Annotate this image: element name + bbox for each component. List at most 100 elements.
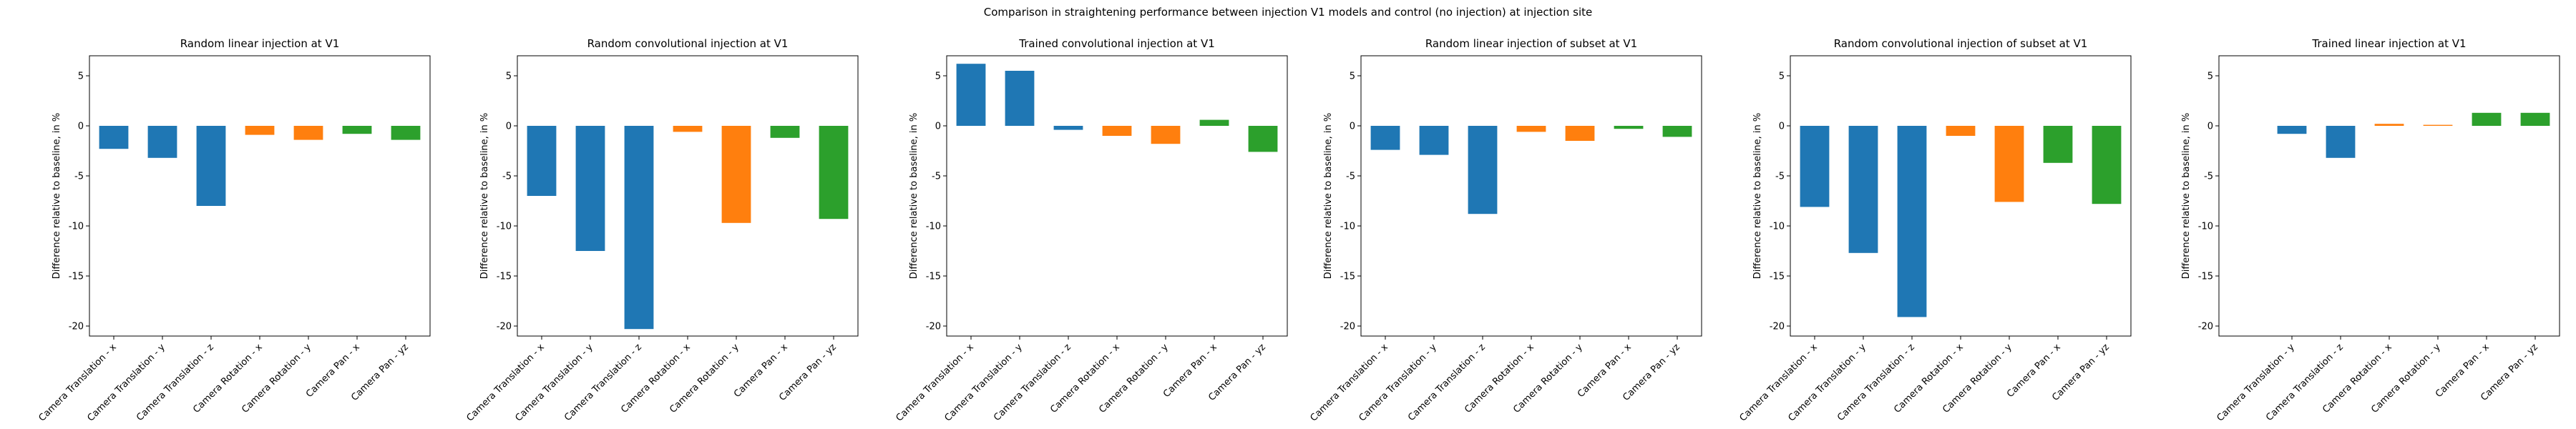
x-tick-label: Camera Translation - y	[943, 342, 1025, 424]
bar	[1848, 126, 1878, 253]
y-tick-label: -5	[502, 172, 512, 182]
bar	[527, 126, 557, 196]
bar	[1102, 126, 1132, 136]
bar	[1565, 126, 1595, 141]
y-axis-label: Difference relative to baseline, in %	[909, 113, 919, 280]
bar	[2092, 126, 2122, 204]
x-tick-label: Camera Translation - y	[2215, 342, 2298, 424]
bar	[1516, 126, 1546, 132]
bar	[1419, 126, 1449, 155]
bar	[2277, 126, 2307, 134]
bar	[1897, 126, 1927, 317]
y-axis-label: Difference relative to baseline, in %	[1752, 113, 1763, 280]
bar	[2043, 126, 2073, 163]
x-tick-label: Camera Translation - x	[1309, 342, 1391, 424]
y-tick-label: 0	[2207, 122, 2213, 132]
bar	[2423, 124, 2453, 126]
chart-title: Trained convolutional injection at V1	[1018, 37, 1215, 50]
axes-frame	[2218, 55, 2560, 337]
y-tick-label: 5	[1779, 72, 1785, 82]
bar	[1005, 71, 1035, 126]
y-tick-label: -15	[69, 272, 84, 282]
x-tick-label: Camera Translation - y	[514, 342, 596, 424]
y-tick-label: -10	[1770, 222, 1785, 232]
chart-title: Random linear injection at V1	[180, 37, 340, 50]
axes-frame	[1360, 55, 1702, 337]
bar	[1614, 126, 1644, 129]
chart-title: Random convolutional injection of subset…	[1834, 37, 2088, 50]
bar	[770, 126, 800, 138]
chart-panel-3: Trained convolutional injection at V1 -20…	[894, 37, 1288, 424]
x-tick-label: Camera Translation - x	[465, 342, 547, 424]
bar	[1151, 126, 1181, 144]
y-tick-label: 5	[78, 72, 84, 82]
y-tick-label: -10	[2198, 222, 2213, 232]
bar	[147, 126, 177, 158]
y-tick-label: -20	[926, 322, 941, 332]
x-tick-label: Camera Translation - y	[1357, 342, 1440, 424]
chart-title: Random linear injection of subset at V1	[1425, 37, 1637, 50]
y-tick-label: -5	[74, 172, 84, 182]
y-tick-label: -20	[1770, 322, 1785, 332]
bar	[673, 126, 703, 132]
bar	[245, 126, 275, 135]
y-tick-label: -20	[2198, 322, 2213, 332]
y-tick-label: -20	[497, 322, 512, 332]
y-tick-label: 0	[935, 122, 941, 132]
bar	[575, 126, 605, 251]
bar	[391, 126, 421, 140]
y-tick-label: 5	[935, 72, 941, 82]
bar	[2326, 126, 2356, 158]
y-tick-label: 0	[78, 122, 84, 132]
chart-panel-6: Trained linear injection at V1 -20 -15 -10 -…	[2181, 37, 2560, 424]
bar	[1199, 119, 1229, 126]
y-tick-label: -15	[497, 272, 512, 282]
y-tick-label: -10	[926, 222, 941, 232]
bar	[1994, 126, 2024, 202]
axes-frame	[1790, 55, 2132, 337]
chart-title: Random convolutional injection at V1	[587, 37, 789, 50]
y-axis-label: Difference relative to baseline, in %	[1323, 113, 1334, 280]
y-tick-label: 0	[1779, 122, 1785, 132]
y-tick-label: 0	[506, 122, 512, 132]
chart-panel-2: Random convolutional injection at V1 -20 -…	[465, 37, 859, 424]
bar	[1946, 126, 1976, 136]
y-tick-label: 5	[2207, 72, 2213, 82]
y-tick-label: 0	[1350, 122, 1355, 132]
axes-frame	[946, 55, 1288, 337]
bar	[956, 64, 986, 126]
chart-title: Trained linear injection at V1	[2311, 37, 2466, 50]
bar	[819, 126, 849, 220]
y-axis-label: Difference relative to baseline, in %	[52, 113, 62, 280]
y-tick-label: -20	[1340, 322, 1355, 332]
x-tick-label: Camera Translation - y	[1787, 342, 1869, 424]
bar	[1662, 126, 1692, 137]
y-axis-label: Difference relative to baseline, in %	[2181, 113, 2192, 280]
bar	[721, 126, 751, 223]
bar	[1370, 126, 1400, 150]
chart-panel-4: Random linear injection of subset at V1 -…	[1309, 37, 1702, 424]
y-tick-label: -10	[69, 222, 84, 232]
y-axis-label: Difference relative to baseline, in %	[479, 113, 490, 280]
x-tick-label: Camera Translation - x	[37, 342, 119, 424]
y-tick-label: -10	[497, 222, 512, 232]
bar	[293, 126, 323, 140]
bar	[196, 126, 226, 206]
axes-frame	[517, 55, 859, 337]
y-tick-label: 5	[1350, 72, 1355, 82]
y-tick-label: -5	[932, 172, 941, 182]
y-tick-label: -15	[926, 272, 941, 282]
chart-panel-1: Random linear injection at V1 -20 -15 -10 -5…	[37, 37, 431, 424]
axes-frame	[89, 55, 431, 337]
y-tick-label: -5	[1775, 172, 1785, 182]
y-tick-label: -5	[2204, 172, 2213, 182]
x-tick-label: Camera Translation - x	[894, 342, 977, 424]
bar	[1468, 126, 1498, 214]
x-tick-label: Camera Translation - y	[86, 342, 168, 424]
bar	[99, 126, 129, 149]
bar	[2472, 112, 2502, 126]
bar	[624, 126, 654, 330]
bar	[1248, 126, 1278, 152]
y-tick-label: 5	[506, 72, 512, 82]
